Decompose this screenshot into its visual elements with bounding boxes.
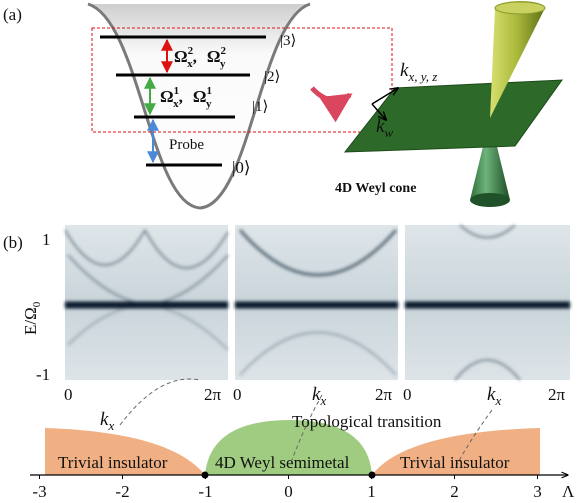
y-axis-label: E/Ω0: [21, 301, 43, 335]
x-axis-label: kx: [487, 384, 501, 408]
upper-cone-top: [495, 2, 545, 14]
tick-label: 3: [533, 482, 542, 501]
x-tick-label: 0: [403, 385, 412, 404]
axis-label: kx, y, z: [400, 60, 437, 84]
y-tick-label: 1: [42, 230, 51, 249]
probe-label: Probe: [169, 137, 204, 153]
cone-title: 4D Weyl cone: [335, 181, 416, 196]
transition-label: Topological transition: [292, 412, 442, 431]
axis-ticks: -3 -2 -1 0 1 2 3: [32, 475, 541, 501]
level-label: |2⟩: [264, 69, 280, 85]
x-tick-label: 0: [64, 385, 73, 404]
region-label: Trivial insulator: [58, 453, 168, 472]
potential-well: [88, 4, 310, 208]
level-label: |1⟩: [252, 99, 268, 115]
axis-label: Λ: [562, 482, 575, 501]
tick-label: -2: [115, 482, 129, 501]
x-tick-label: 2π: [375, 385, 393, 404]
figure: (a) Ω2x,Ω2y Ω1x,Ω1y Probe |0⟩ |1⟩ |2⟩ |3…: [0, 0, 585, 503]
lower-cone-base: [470, 193, 510, 207]
x-tick-label: 2π: [204, 385, 222, 404]
tick-label: -3: [32, 482, 46, 501]
x-axis-label: kx: [312, 384, 326, 408]
y-tick-label: -1: [36, 365, 50, 384]
region-label: 4D Weyl semimetal: [215, 453, 350, 472]
x-tick-label: 0: [233, 385, 242, 404]
spectrum: [65, 225, 228, 380]
tick-label: 0: [284, 482, 293, 501]
spectrum: [405, 225, 570, 380]
spectrum: [235, 225, 398, 380]
panel-label: (a): [3, 5, 22, 24]
x-tick-label: 2π: [548, 385, 566, 404]
tick-label: -1: [198, 482, 212, 501]
panel-label: (b): [3, 233, 23, 252]
level-label: |3⟩: [280, 33, 296, 49]
tick-label: 1: [367, 482, 376, 501]
pointer-arrow: [312, 88, 350, 100]
level-label: |0⟩: [232, 158, 251, 177]
region-label: Trivial insulator: [400, 453, 510, 472]
x-axis-label: kx: [100, 409, 114, 433]
tick-label: 2: [450, 482, 459, 501]
